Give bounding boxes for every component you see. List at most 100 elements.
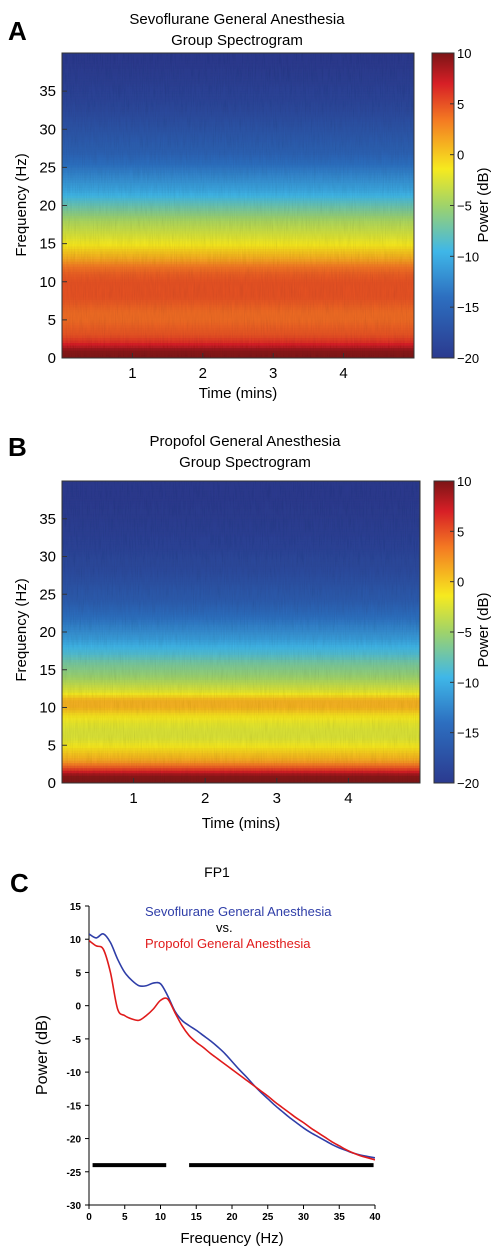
panel-b-heatmap-row (62, 729, 420, 733)
panel-a-heatmap-row (62, 144, 414, 148)
panel-b-y-axis-label: Frequency (Hz) (13, 578, 30, 681)
panel-a-heatmap-row (62, 268, 414, 272)
panel-a-x-axis-label: Time (mins) (199, 385, 278, 402)
panel-a-y-tick-label: 5 (48, 312, 56, 329)
panel-a-heatmap-row (62, 306, 414, 311)
panel-b-heatmap-row (62, 694, 420, 698)
panel-b-heatmap-row (62, 636, 420, 640)
panel-a-heatmap-row (62, 95, 414, 100)
panel-a-heatmap-row (62, 355, 414, 359)
panel-b-heatmap-row (62, 583, 420, 587)
panel-a-heatmap-row (62, 314, 414, 318)
panel-a-heatmap-row (62, 192, 414, 196)
panel-a-heatmap-row (62, 258, 414, 262)
panel-a-heatmap-row (62, 205, 414, 209)
panel-a-heatmap-row (62, 55, 414, 59)
panel-a-heatmap-row (62, 266, 414, 270)
panel-b-heatmap-row (62, 744, 420, 749)
panel-a-heatmap-row (62, 273, 414, 277)
panel-b-heatmap-row (62, 651, 420, 655)
panel-a-heatmap-row (62, 73, 414, 77)
panel-b-x-tick-label: 4 (344, 790, 352, 807)
panel-b-y-tick-label: 15 (39, 662, 56, 679)
panel-a-heatmap-row (62, 299, 414, 303)
panel-a-heatmap-row (62, 329, 414, 333)
panel-b-y-tick-label: 5 (48, 737, 56, 754)
panel-b-heatmap-row (62, 762, 420, 766)
panel-a-heatmap-row (62, 169, 414, 173)
panel-c-x-tick-label: 35 (334, 1212, 346, 1223)
panel-b-heatmap-row (62, 624, 420, 628)
panel-b-heatmap-row (62, 717, 420, 721)
panel-a-heatmap-row (62, 126, 414, 130)
panel-b-heatmap-row (62, 780, 420, 784)
panel-a-colorbar-tick-label: 0 (457, 148, 464, 163)
panel-a-heatmap-row (62, 317, 414, 321)
panel-a-heatmap-row (62, 301, 414, 305)
panel-a-heatmap-row (62, 139, 414, 143)
panel-b-heatmap-row (62, 604, 420, 608)
panel-a-heatmap-row (62, 174, 414, 178)
panel-c-y-tick-label: -10 (67, 1068, 82, 1079)
panel-b-heatmap-row (62, 760, 420, 764)
panel-b-heatmap-row (62, 510, 420, 515)
panel-b-colorbar-tick-label: 0 (457, 575, 464, 590)
panel-b-heatmap-row (62, 498, 420, 502)
panel-b-heatmap-row (62, 684, 420, 688)
panel-b-heatmap (62, 480, 420, 784)
panel-b-title-line2: Group Spectrogram (179, 454, 311, 471)
panel-c-y-tick-label: -15 (67, 1101, 82, 1112)
panel-b-heatmap-row (62, 649, 420, 653)
panel-a-heatmap-row (62, 116, 414, 120)
panel-a-heatmap-row (62, 189, 414, 194)
panel-b-heatmap-row (62, 611, 420, 615)
panel-b-heatmap-row (62, 674, 420, 678)
panel-a-heatmap-row (62, 78, 414, 82)
panel-b-heatmap-row (62, 654, 420, 658)
panel-b-heatmap-row (62, 666, 420, 671)
panel-b-heatmap-row (62, 659, 420, 663)
panel-b-heatmap-row (62, 775, 420, 779)
panel-b-heatmap-row (62, 568, 420, 572)
panel-a-x-tick-label: 2 (199, 365, 207, 382)
panel-b-heatmap-row (62, 558, 420, 562)
panel-b-heatmap-row (62, 581, 420, 585)
panel-a-colorbar-tick-label: 10 (457, 46, 471, 61)
panel-a-heatmap-row (62, 179, 414, 183)
panel-a-heatmap-row (62, 172, 414, 176)
panel-b-heatmap-row (62, 719, 420, 723)
panel-a-y-ticks: 0 5 10 15 20 25 30 35 (39, 83, 67, 367)
panel-b-heatmap-row (62, 553, 420, 557)
propofol-line (89, 939, 375, 1161)
panel-a-y-tick-label: 20 (39, 198, 56, 215)
panel-b-heatmap-row (62, 571, 420, 575)
panel-b-heatmap-row (62, 727, 420, 731)
panel-b-y-tick-label: 0 (48, 775, 56, 792)
panel-b-y-tick-label: 10 (39, 700, 56, 717)
panel-a-y-tick-label: 30 (39, 121, 56, 138)
panel-a-heatmap-row (62, 113, 414, 117)
panel-b-heatmap-row (62, 692, 420, 696)
panel-a-heatmap-row (62, 149, 414, 153)
panel-a-heatmap-row (62, 182, 414, 186)
panel-c-y-tick-label: -30 (67, 1201, 82, 1212)
panel-a-colorbar-tick-label: 5 (457, 97, 464, 112)
panel-b-heatmap-row (62, 772, 420, 776)
panel-b-heatmap-row (62, 702, 420, 706)
panel-a-heatmap-row (62, 286, 414, 290)
panel-b-heatmap-row (62, 561, 420, 565)
panel-a-heatmap-row (62, 212, 414, 216)
panel-a-heatmap-row (62, 347, 414, 351)
panel-a-heatmap-row (62, 222, 414, 227)
panel-a-heatmap-row (62, 100, 414, 105)
panel-a: A Sevoflurane General Anesthesia Group S… (8, 11, 492, 402)
legend-vs: vs. (216, 920, 233, 935)
panel-b-heatmap-row (62, 533, 420, 537)
panel-c-y-tick-label: 10 (70, 935, 82, 946)
panel-a-heatmap-row (62, 159, 414, 163)
panel-b-heatmap-row (62, 669, 420, 673)
panel-a-heatmap-row (62, 332, 414, 336)
panel-b-heatmap-row (62, 546, 420, 550)
panel-b-heatmap-row (62, 566, 420, 570)
panel-c-x-ticks: 0 5 10 15 20 25 30 35 40 (86, 1205, 381, 1223)
